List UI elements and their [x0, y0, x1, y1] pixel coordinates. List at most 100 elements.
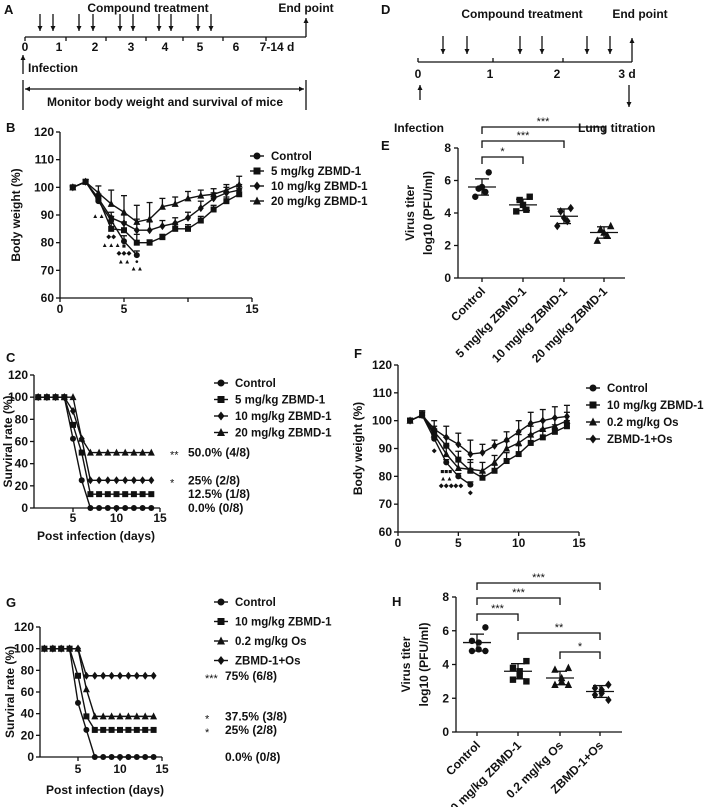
- data-point: [515, 451, 522, 458]
- x-tick-label: 0: [57, 302, 64, 316]
- data-point: [60, 393, 68, 401]
- timeline-tick-label: 7-14 d: [260, 40, 295, 54]
- data-point: [159, 222, 166, 231]
- data-point: [197, 217, 204, 224]
- legend-marker-circle: [217, 598, 225, 606]
- y-tick-label: 100: [8, 390, 28, 404]
- data-point: [539, 434, 546, 441]
- data-point: [58, 644, 65, 653]
- y-tick-label: 60: [379, 525, 393, 539]
- significance-marker: ◆: [432, 448, 438, 455]
- data-point: [91, 726, 98, 733]
- survival-end-label: 25% (2/8): [188, 473, 240, 487]
- x-tick-label: 5: [121, 302, 128, 316]
- survival-end-label: 37.5% (3/8): [225, 709, 287, 723]
- data-point: [503, 458, 510, 465]
- data-point: [75, 644, 81, 653]
- data-point: [150, 712, 158, 720]
- infection-arrow-head: [20, 55, 26, 60]
- data-point: [91, 754, 98, 760]
- x-tick-label: 5 mg/kg ZBMD-1: [453, 284, 530, 361]
- data-point: [133, 252, 140, 259]
- data-point: [236, 186, 243, 195]
- y-tick-label: 20: [15, 479, 29, 493]
- data-point: [70, 407, 76, 416]
- data-point: [87, 476, 94, 485]
- panel-label-G: G: [6, 595, 16, 610]
- y-tick-label: 60: [15, 435, 29, 449]
- data-point: [482, 188, 489, 196]
- group-3: [586, 680, 614, 705]
- group-0: [468, 169, 496, 200]
- data-point: [503, 444, 511, 452]
- data-point: [133, 217, 141, 225]
- data-point: [482, 624, 489, 631]
- data-point: [407, 416, 414, 425]
- data-point: [527, 419, 534, 428]
- significance-stars: *: [205, 727, 210, 739]
- data-point: [148, 476, 155, 485]
- series-line: [72, 180, 240, 231]
- timeline-title: Compound treatment: [461, 7, 582, 21]
- series-line: [38, 396, 152, 481]
- significance-marker: ■■■: [440, 469, 452, 476]
- data-point: [83, 726, 90, 733]
- data-point: [150, 671, 157, 680]
- significance-stars: *: [205, 713, 210, 725]
- infection-label: Infection: [28, 61, 78, 75]
- data-point: [121, 227, 127, 234]
- significance-bracket: [476, 582, 601, 590]
- data-point: [121, 238, 127, 245]
- data-point: [100, 726, 107, 733]
- legend-marker-square: [217, 396, 225, 403]
- series-diamond: [41, 644, 157, 680]
- legend-label: 0.2 mg/kg Os: [235, 636, 307, 648]
- data-point: [78, 449, 85, 456]
- legend-marker-diamond: [217, 656, 225, 665]
- data-point: [503, 436, 510, 445]
- data-point: [113, 491, 120, 498]
- data-point: [467, 450, 474, 459]
- data-point: [99, 712, 107, 720]
- legend-label: ZBMD-1+Os: [235, 656, 301, 668]
- legend-marker-triangle: [217, 636, 225, 645]
- significance-marker: ◆◆: [106, 234, 117, 241]
- legend-marker-triangle: [589, 417, 597, 426]
- treatment-arrow-head: [168, 26, 174, 31]
- series-triangle: [40, 644, 158, 720]
- data-point: [523, 657, 530, 665]
- significance-bracket: [559, 651, 601, 659]
- data-point: [133, 726, 140, 733]
- data-point: [564, 680, 573, 688]
- data-point: [117, 754, 123, 760]
- series-line: [44, 647, 154, 718]
- treatment-arrow-head: [50, 26, 56, 31]
- significance-bracket: [481, 156, 524, 164]
- timeline-tick-label: 6: [233, 40, 240, 54]
- data-point: [100, 671, 107, 680]
- survival-end-label: 0.0% (0/8): [225, 750, 280, 764]
- data-point: [116, 712, 124, 720]
- legend-marker-diamond: [589, 434, 597, 444]
- data-point: [142, 726, 149, 733]
- data-point: [491, 458, 499, 466]
- chart-panel-C: 0 20 40 60 80 100 120 5 10 15 Surviral rate (%) Pos…: [1, 368, 332, 543]
- data-point: [87, 491, 94, 498]
- data-point: [86, 448, 94, 456]
- lung-titration-arrow-head: [626, 102, 632, 107]
- y-tick-label: 110: [373, 386, 393, 400]
- significance-marker: ▲▲: [440, 476, 453, 483]
- data-point: [197, 204, 204, 213]
- timeline-a: 0 1 2 3 4 5 6 7-14 d Compound treatment End point…: [20, 1, 334, 110]
- survival-end-label: 25% (2/8): [225, 723, 277, 737]
- panel-label-A: A: [4, 2, 14, 17]
- data-point: [172, 219, 179, 228]
- data-point: [70, 435, 76, 442]
- series-triangle: [34, 393, 155, 456]
- x-tick-label: 15: [572, 536, 586, 550]
- series-square: [41, 645, 157, 733]
- series-line: [38, 396, 152, 454]
- data-point: [479, 474, 486, 481]
